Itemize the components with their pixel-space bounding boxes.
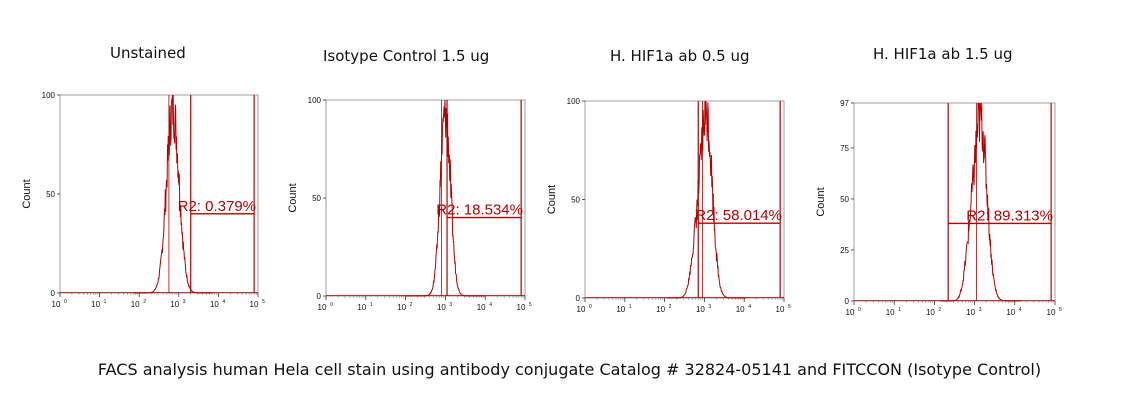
x-tick-exponent: 5 <box>788 304 791 310</box>
x-tick-exponent: 5 <box>262 299 265 305</box>
x-tick-exponent: 3 <box>979 307 982 313</box>
x-tick-exponent: 2 <box>669 304 672 310</box>
x-tick-label: 10 <box>1006 308 1015 317</box>
x-tick-exponent: 1 <box>370 302 373 308</box>
y-tick-label: 0 <box>317 292 322 301</box>
x-tick-label: 10 <box>577 305 586 314</box>
x-tick-label: 10 <box>250 300 259 309</box>
plot-frame <box>853 102 1056 302</box>
x-tick-label: 10 <box>736 305 745 314</box>
x-tick-exponent: 0 <box>64 299 67 305</box>
y-tick-label: 75 <box>840 144 849 153</box>
y-tick-label: 0 <box>51 289 56 298</box>
x-tick-label: 10 <box>966 308 975 317</box>
x-tick-exponent: 2 <box>938 307 941 313</box>
y-tick-label: 50 <box>46 190 55 199</box>
y-tick-label: 100 <box>42 91 56 100</box>
x-tick-label: 10 <box>397 303 406 312</box>
chart-title-unstained: Unstained <box>110 44 186 62</box>
x-tick-label: 10 <box>357 303 366 312</box>
x-tick-exponent: 0 <box>858 307 861 313</box>
x-tick-label: 10 <box>52 300 61 309</box>
x-tick-exponent: 4 <box>222 299 225 305</box>
gate-label: R2: 18.534% <box>436 202 523 219</box>
x-tick-exponent: 2 <box>143 299 146 305</box>
y-tick-label: 50 <box>840 195 849 204</box>
x-tick-label: 10 <box>477 303 486 312</box>
y-tick-label: 50 <box>312 194 321 203</box>
x-tick-label: 10 <box>437 303 446 312</box>
x-tick-exponent: 4 <box>748 304 751 310</box>
x-tick-label: 10 <box>1047 308 1056 317</box>
x-tick-exponent: 5 <box>529 302 532 308</box>
x-tick-exponent: 3 <box>183 299 186 305</box>
x-tick-exponent: 4 <box>1019 307 1022 313</box>
x-tick-label: 10 <box>131 300 140 309</box>
gate-label: R2: 0.379% <box>178 198 256 215</box>
x-tick-exponent: 0 <box>589 304 592 310</box>
x-tick-label: 10 <box>656 305 665 314</box>
y-axis-label: Count <box>21 179 33 208</box>
x-tick-label: 10 <box>886 308 895 317</box>
histogram-trace <box>405 99 486 297</box>
x-tick-label: 10 <box>210 300 219 309</box>
y-tick-label: 100 <box>567 97 581 106</box>
chart-title-hif1a-15: H. HIF1a ab 1.5 ug <box>873 45 1013 63</box>
x-tick-exponent: 1 <box>898 307 901 313</box>
y-axis-label: Count <box>815 187 827 216</box>
y-axis-label: Count <box>546 185 558 214</box>
x-tick-exponent: 4 <box>489 302 492 308</box>
x-tick-label: 10 <box>696 305 705 314</box>
gate-label: R2: 89.313% <box>966 207 1053 224</box>
x-tick-label: 10 <box>846 308 855 317</box>
x-tick-exponent: 1 <box>104 299 107 305</box>
x-tick-exponent: 3 <box>449 302 452 308</box>
x-tick-label: 10 <box>318 303 327 312</box>
y-tick-label: 50 <box>571 196 580 205</box>
y-tick-label: 25 <box>840 246 849 255</box>
histogram-trace <box>940 102 1021 302</box>
x-tick-label: 10 <box>776 305 785 314</box>
y-axis-label: Count <box>287 183 299 212</box>
x-tick-label: 10 <box>616 305 625 314</box>
x-tick-exponent: 1 <box>629 304 632 310</box>
histogram-trace <box>133 94 213 294</box>
x-tick-label: 10 <box>517 303 526 312</box>
y-tick-label: 0 <box>576 294 581 303</box>
x-tick-exponent: 5 <box>1059 307 1062 313</box>
x-tick-exponent: 3 <box>708 304 711 310</box>
gate-label: R2: 58.014% <box>695 207 782 224</box>
x-tick-label: 10 <box>170 300 179 309</box>
chart-title-isotype: Isotype Control 1.5 ug <box>323 47 490 65</box>
x-tick-exponent: 2 <box>410 302 413 308</box>
chart-title-hif1a-05: H. HIF1a ab 0.5 ug <box>610 47 750 65</box>
figure-caption: FACS analysis human Hela cell stain usin… <box>97 360 1042 379</box>
x-tick-label: 10 <box>926 308 935 317</box>
x-tick-label: 10 <box>91 300 100 309</box>
y-tick-label: 100 <box>308 96 322 105</box>
y-tick-label: 97 <box>840 99 849 108</box>
x-tick-exponent: 0 <box>330 302 333 308</box>
y-tick-label: 0 <box>845 297 850 306</box>
